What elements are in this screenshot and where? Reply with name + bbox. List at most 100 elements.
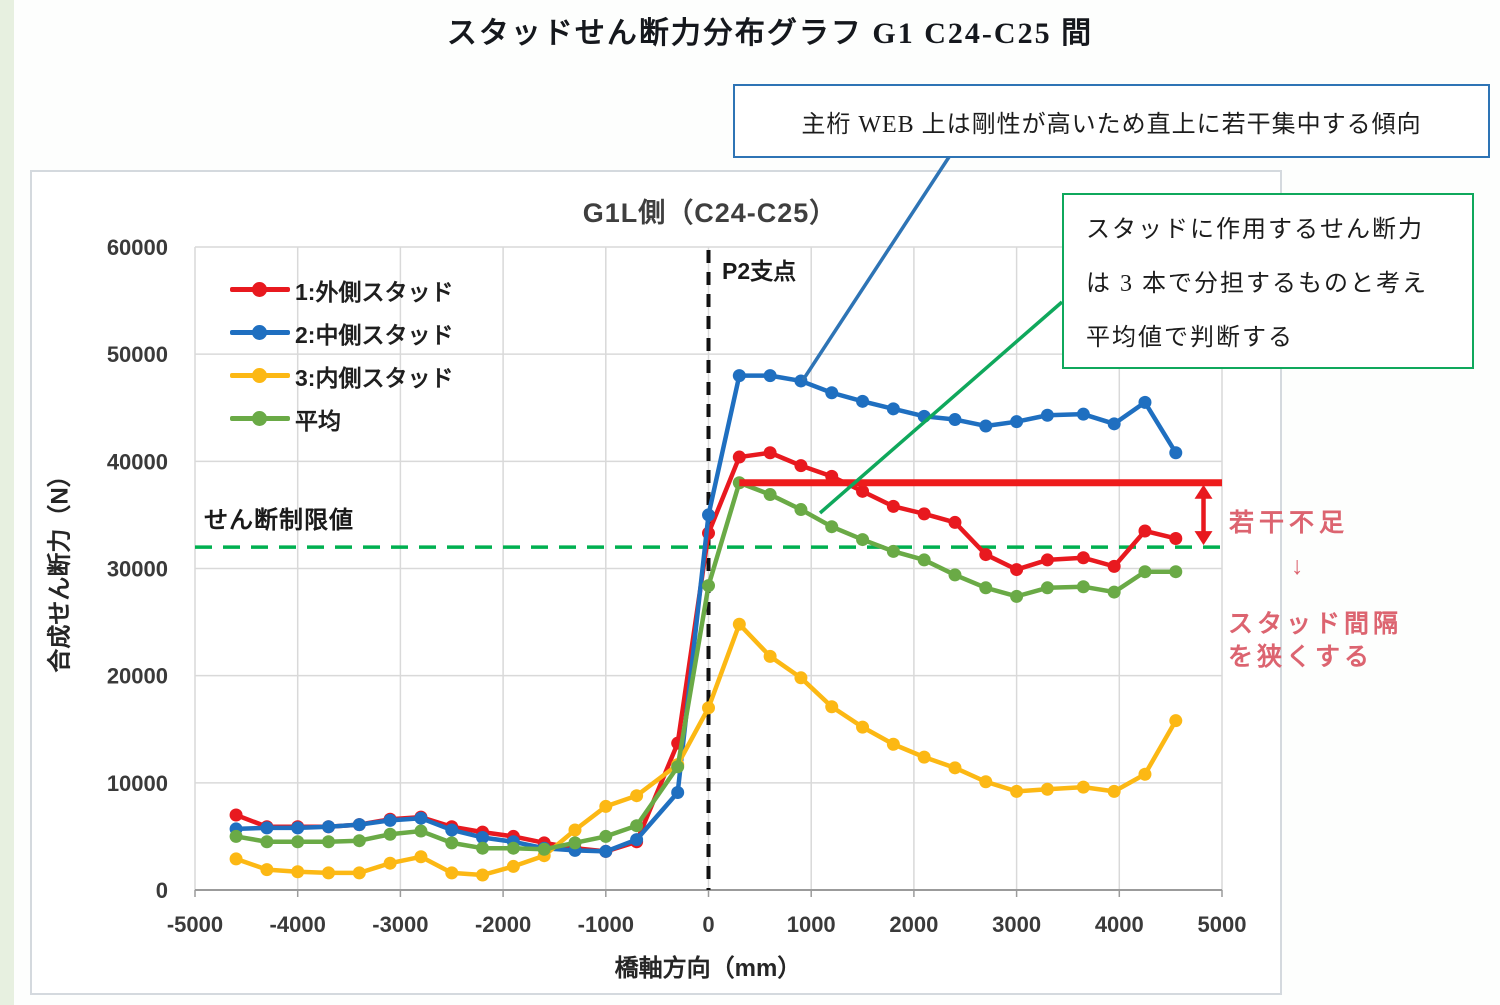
y-tick-label: 30000 bbox=[107, 557, 168, 582]
series-4-marker bbox=[383, 827, 397, 841]
series-4-marker bbox=[630, 819, 644, 833]
y-tick-label: 50000 bbox=[107, 342, 168, 367]
x-tick-label: 3000 bbox=[992, 912, 1041, 937]
shear-limit-label: せん断制限値 bbox=[204, 507, 354, 534]
series-4-marker bbox=[322, 835, 336, 849]
page-edge-strip bbox=[0, 0, 14, 1005]
series-2-marker bbox=[599, 844, 613, 858]
series-4-marker bbox=[794, 503, 808, 517]
series-1-marker bbox=[917, 507, 931, 521]
series-2-marker bbox=[763, 369, 777, 383]
series-3-marker bbox=[732, 617, 746, 631]
series-4-marker bbox=[1040, 581, 1054, 595]
legend-item-average: 平均 bbox=[230, 397, 453, 440]
series-2-marker bbox=[260, 821, 274, 835]
series-2-marker bbox=[1169, 446, 1183, 460]
series-3-marker bbox=[229, 852, 243, 866]
series-3-marker bbox=[322, 866, 336, 880]
series-4-marker bbox=[1107, 585, 1121, 599]
x-tick-label: -1000 bbox=[578, 912, 634, 937]
series-2-marker bbox=[291, 821, 305, 835]
series-1-marker bbox=[1040, 553, 1054, 567]
series-4-marker bbox=[763, 488, 777, 502]
x-tick-label: 0 bbox=[702, 912, 714, 937]
x-tick-label: -3000 bbox=[372, 912, 428, 937]
series-1-marker bbox=[1076, 551, 1090, 565]
series-3-marker bbox=[948, 761, 962, 775]
series-1-marker bbox=[763, 446, 777, 460]
series-3-marker bbox=[825, 700, 839, 714]
series-3-marker bbox=[1107, 784, 1121, 798]
series-4-marker bbox=[1076, 580, 1090, 594]
x-tick-label: -5000 bbox=[167, 912, 223, 937]
series-3-marker bbox=[702, 701, 715, 715]
x-tick-label: 5000 bbox=[1198, 912, 1247, 937]
legend-line-swatch bbox=[230, 368, 290, 383]
series-2-marker bbox=[702, 508, 715, 522]
series-4-marker bbox=[229, 829, 243, 843]
series-2-marker bbox=[414, 811, 428, 825]
x-tick-label: 2000 bbox=[889, 912, 938, 937]
series-3-marker bbox=[630, 789, 644, 803]
series-3-marker bbox=[383, 856, 397, 870]
series-4-marker bbox=[291, 835, 305, 849]
series-3-marker bbox=[1138, 767, 1152, 781]
legend-item-label: 2:中側スタッド bbox=[295, 321, 454, 348]
y-axis-title: 合成せん断力（N） bbox=[46, 463, 74, 673]
series-4-marker bbox=[537, 842, 551, 856]
y-tick-label: 40000 bbox=[107, 449, 168, 474]
series-3-marker bbox=[414, 850, 428, 864]
x-tick-label: 4000 bbox=[1095, 912, 1144, 937]
series-1-marker bbox=[794, 459, 808, 473]
blue-callout-text: 主桁 WEB 上は剛性が高いため直上に若干集中する傾向 bbox=[801, 111, 1422, 138]
chart-title: G1L側（C24-C25） bbox=[582, 198, 838, 228]
y-tick-label: 0 bbox=[156, 878, 168, 903]
series-1-marker bbox=[1010, 563, 1024, 577]
series-4-marker bbox=[506, 841, 520, 855]
series-4-marker bbox=[702, 579, 715, 593]
x-tick-label: 1000 bbox=[787, 912, 836, 937]
series-3-marker bbox=[445, 866, 459, 880]
series-1-marker bbox=[229, 808, 243, 822]
series-2-marker bbox=[1040, 408, 1054, 422]
series-4-marker bbox=[445, 836, 459, 850]
legend-line-swatch bbox=[230, 282, 290, 297]
p2-support-label: P2支点 bbox=[722, 258, 797, 284]
series-1-marker bbox=[1169, 531, 1183, 545]
x-tick-label: -2000 bbox=[475, 912, 531, 937]
legend-marker bbox=[252, 325, 267, 340]
blue-callout-box: 主桁 WEB 上は剛性が高いため直上に若干集中する傾向 bbox=[733, 84, 1490, 158]
series-1-marker bbox=[886, 499, 900, 513]
shortage-note-down-arrow: ↓ bbox=[1291, 553, 1304, 580]
series-3-marker bbox=[260, 863, 274, 877]
series-4-marker bbox=[1138, 565, 1152, 579]
series-2-marker bbox=[886, 402, 900, 416]
legend-marker bbox=[252, 411, 267, 426]
series-4-marker bbox=[414, 824, 428, 838]
series-4-marker bbox=[948, 568, 962, 582]
series-4-marker bbox=[1169, 565, 1183, 579]
series-2-marker bbox=[979, 419, 993, 433]
series-3-marker bbox=[476, 868, 490, 882]
series-4-marker bbox=[886, 544, 900, 558]
shortage-arrow-head-down bbox=[1194, 531, 1213, 546]
series-4-marker bbox=[568, 836, 582, 850]
series-3-marker bbox=[917, 750, 931, 764]
series-1-marker bbox=[856, 484, 870, 498]
series-2-marker bbox=[352, 818, 366, 832]
legend-line-swatch bbox=[230, 325, 290, 340]
series-4-marker bbox=[1010, 589, 1024, 603]
series-4-marker bbox=[260, 835, 274, 849]
series-1-marker bbox=[1107, 559, 1121, 573]
x-tick-label: -4000 bbox=[270, 912, 326, 937]
series-2-marker bbox=[671, 785, 685, 799]
series-4-marker bbox=[599, 829, 613, 843]
series-3-marker bbox=[599, 799, 613, 813]
legend-marker bbox=[252, 282, 267, 297]
series-3-marker bbox=[1169, 714, 1183, 728]
legend-item-label: 1:外側スタッド bbox=[295, 278, 454, 305]
series-2-marker bbox=[1107, 417, 1121, 431]
green-callout-connector bbox=[818, 300, 1064, 515]
green-callout-box: スタッドに作用するせん断力 は 3 本で分担するものと考え 平均値で判断する bbox=[1062, 193, 1474, 369]
